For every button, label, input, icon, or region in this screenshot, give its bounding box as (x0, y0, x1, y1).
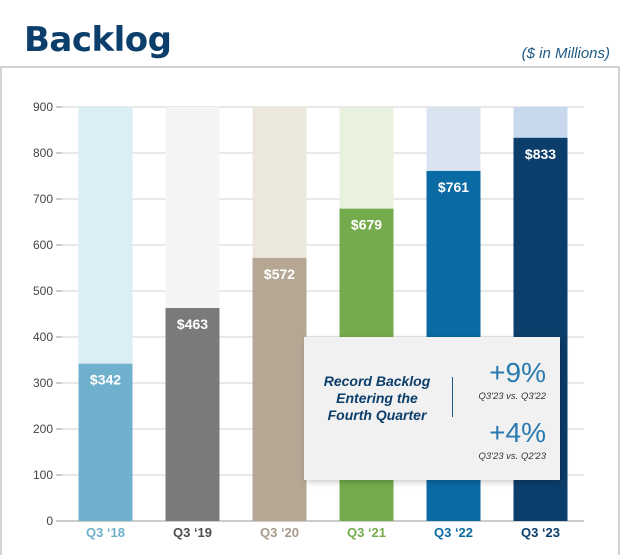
bar (78, 363, 133, 521)
data-label: $679 (351, 217, 382, 233)
frame-right-border (618, 68, 620, 555)
y-tick-label: 600 (33, 238, 53, 252)
callout-line: Fourth Quarter (327, 407, 427, 423)
bar (165, 308, 220, 521)
callout-text: Record Backlog Entering the Fourth Quart… (312, 373, 442, 424)
data-label: $463 (177, 316, 208, 332)
header-divider (0, 66, 620, 68)
callout-line: Entering the (336, 390, 418, 406)
record-backlog-callout: Record Backlog Entering the Fourth Quart… (304, 337, 560, 480)
callout-separator (452, 377, 453, 417)
stat-qoq-value: +4% (489, 417, 546, 448)
x-tick-label: Q3 ‘22 (434, 525, 473, 540)
y-tick-label: 900 (33, 100, 53, 114)
data-label: $833 (525, 146, 556, 162)
data-label: $572 (264, 266, 295, 282)
units-label: ($ in Millions) (521, 45, 610, 62)
stat-qoq-note: Q3'23 vs. Q2'23 (478, 451, 546, 462)
header: Backlog ($ in Millions) (0, 0, 620, 68)
y-tick-label: 100 (33, 468, 53, 482)
stat-yoy-note: Q3'23 vs. Q3'22 (478, 391, 546, 402)
data-label: $761 (438, 179, 469, 195)
frame-left-border (0, 68, 2, 555)
x-tick-label: Q3 ‘19 (173, 525, 212, 540)
y-tick-label: 0 (46, 514, 53, 528)
y-tick-label: 800 (33, 146, 53, 160)
x-tick-label: Q3 ‘23 (521, 525, 560, 540)
callout-line: Record Backlog (323, 373, 431, 389)
y-tick-label: 300 (33, 376, 53, 390)
stat-yoy-value: +9% (489, 357, 546, 388)
y-tick-label: 500 (33, 284, 53, 298)
bar (252, 257, 307, 521)
y-tick-label: 400 (33, 330, 53, 344)
x-tick-label: Q3 ‘21 (347, 525, 386, 540)
x-tick-label: Q3 ‘18 (86, 525, 125, 540)
data-label: $342 (90, 372, 121, 388)
x-tick-label: Q3 ‘20 (260, 525, 299, 540)
chart-title: Backlog (24, 20, 172, 60)
y-tick-label: 700 (33, 192, 53, 206)
y-tick-label: 200 (33, 422, 53, 436)
